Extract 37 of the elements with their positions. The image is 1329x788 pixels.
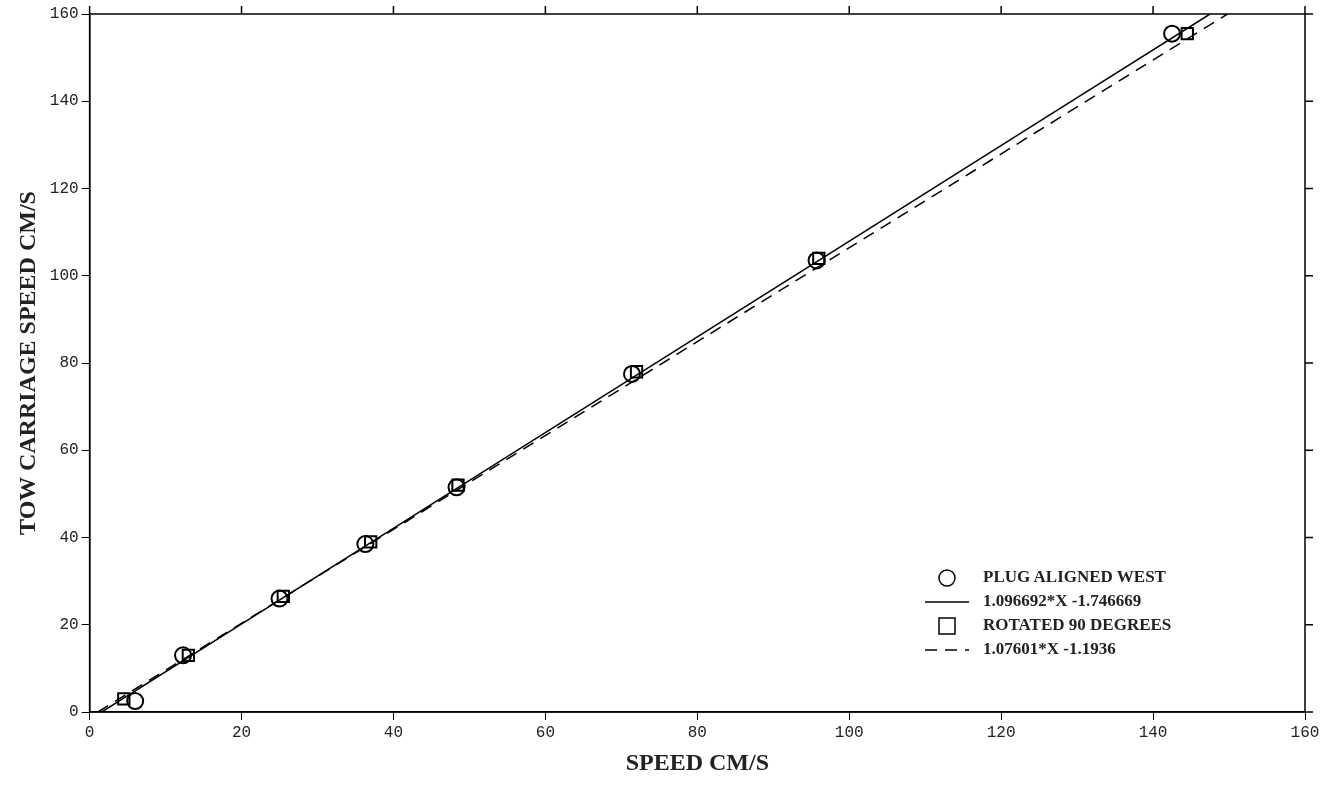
y-tick-label: 100	[49, 266, 79, 285]
point	[1180, 26, 1194, 41]
y-tick-label: 80	[59, 354, 79, 373]
point	[807, 251, 826, 270]
x-tick-label: 40	[383, 723, 404, 742]
y-tick-label: 20	[59, 615, 79, 634]
point	[276, 589, 290, 604]
x-tick-label: 60	[535, 723, 555, 742]
y-tick-label: 160	[49, 5, 79, 24]
x-axis-title: SPEED CM/S	[625, 748, 769, 775]
legend-label: ROTATED 90 DEGREES	[983, 615, 1172, 635]
y-tick-label: 60	[59, 441, 79, 460]
x-tick-label: 20	[231, 723, 252, 742]
legend-label: PLUG ALIGNED WEST	[983, 567, 1167, 587]
x-tick-label: 120	[986, 723, 1016, 742]
x-tick-label: 140	[1138, 723, 1168, 742]
x-tick-label: 0	[84, 723, 95, 742]
point	[356, 535, 375, 554]
point	[1163, 24, 1182, 43]
point	[447, 478, 466, 497]
y-tick-label: 40	[59, 528, 79, 547]
y-tick-label: 0	[69, 703, 79, 722]
legend-label: 1.096692*X -1.746669	[983, 591, 1142, 611]
point	[126, 692, 145, 711]
point	[174, 646, 193, 665]
x-tick-label: 80	[687, 723, 707, 742]
point	[629, 365, 644, 379]
x-tick-label: 100	[834, 723, 864, 742]
point	[270, 589, 289, 608]
legend-label: 1.07601*X -1.1936	[983, 639, 1116, 659]
point	[181, 648, 196, 662]
point	[622, 364, 641, 383]
x-tick-label: 160	[1290, 723, 1320, 742]
y-tick-label: 120	[49, 179, 79, 198]
point	[117, 692, 131, 706]
y-tick-label: 140	[49, 92, 79, 111]
y-axis-title: TOW CARRIAGE SPEED CM/S	[13, 191, 40, 535]
